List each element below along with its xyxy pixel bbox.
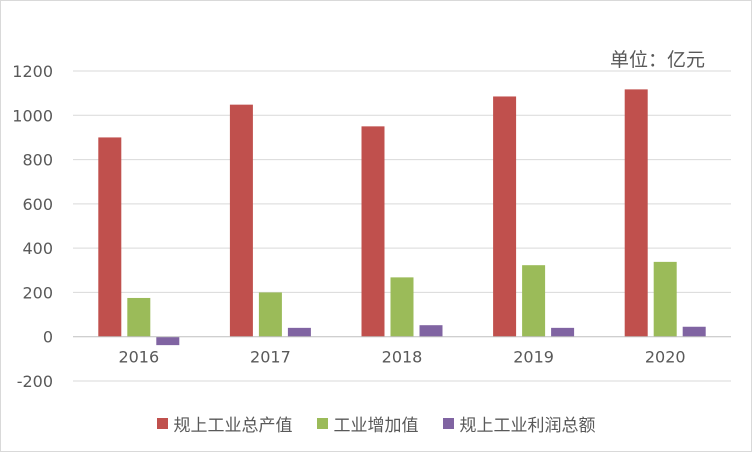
bar-2020-series-1 [624,89,648,337]
bar-2020-series-3 [682,326,706,337]
legend-swatch [156,418,168,429]
bar-2018-series-2 [390,277,414,337]
y-tick-label: 1000 [12,106,53,125]
bar-2019-series-2 [522,265,546,337]
bar-2019-series-1 [493,96,517,337]
x-tick-label: 2019 [513,348,554,367]
bar-2016-series-1 [98,137,122,337]
bar-2016-series-2 [127,297,151,337]
x-axis-ticks: 2016 2017 2018 2019 2020 [118,348,685,367]
y-tick-label: 0 [43,328,53,347]
legend-item-added-value: 工业增加值 [316,411,419,436]
bar-2020-series-2 [653,261,677,337]
legend-swatch [316,418,328,429]
legend-label: 规上工业利润总额 [459,416,596,436]
y-tick-label: -200 [17,372,53,391]
unit-label: 单位：亿元 [609,49,705,71]
bar-2018-series-1 [361,126,385,337]
y-tick-label: 800 [22,151,53,170]
y-tick-label: 1200 [12,62,53,81]
bar-2019-series-3 [551,327,575,337]
y-tick-label: 200 [22,283,53,302]
legend-item-profit: 规上工业利润总额 [442,411,596,436]
bar-2016-series-3 [156,336,180,346]
legend-label: 工业增加值 [333,416,419,436]
x-tick-label: 2017 [250,348,291,367]
x-tick-label: 2020 [645,348,686,367]
bar-2017-series-2 [258,292,282,337]
legend-item-output: 规上工业总产值 [156,411,293,436]
bar-2017-series-1 [229,104,253,337]
bar-2017-series-3 [287,327,311,337]
y-tick-label: 400 [22,239,53,258]
legend-swatch [442,418,454,429]
legend: 规上工业总产值 工业增加值 规上工业利润总额 [1,411,751,436]
gridlines [73,70,731,382]
legend-label: 规上工业总产值 [173,416,293,436]
y-axis-ticks: -200 0 200 400 600 800 1000 1200 [12,62,53,391]
bar-2018-series-3 [419,325,443,337]
x-tick-label: 2018 [382,348,423,367]
x-tick-label: 2016 [118,348,159,367]
y-tick-label: 600 [22,195,53,214]
bars [98,89,706,346]
